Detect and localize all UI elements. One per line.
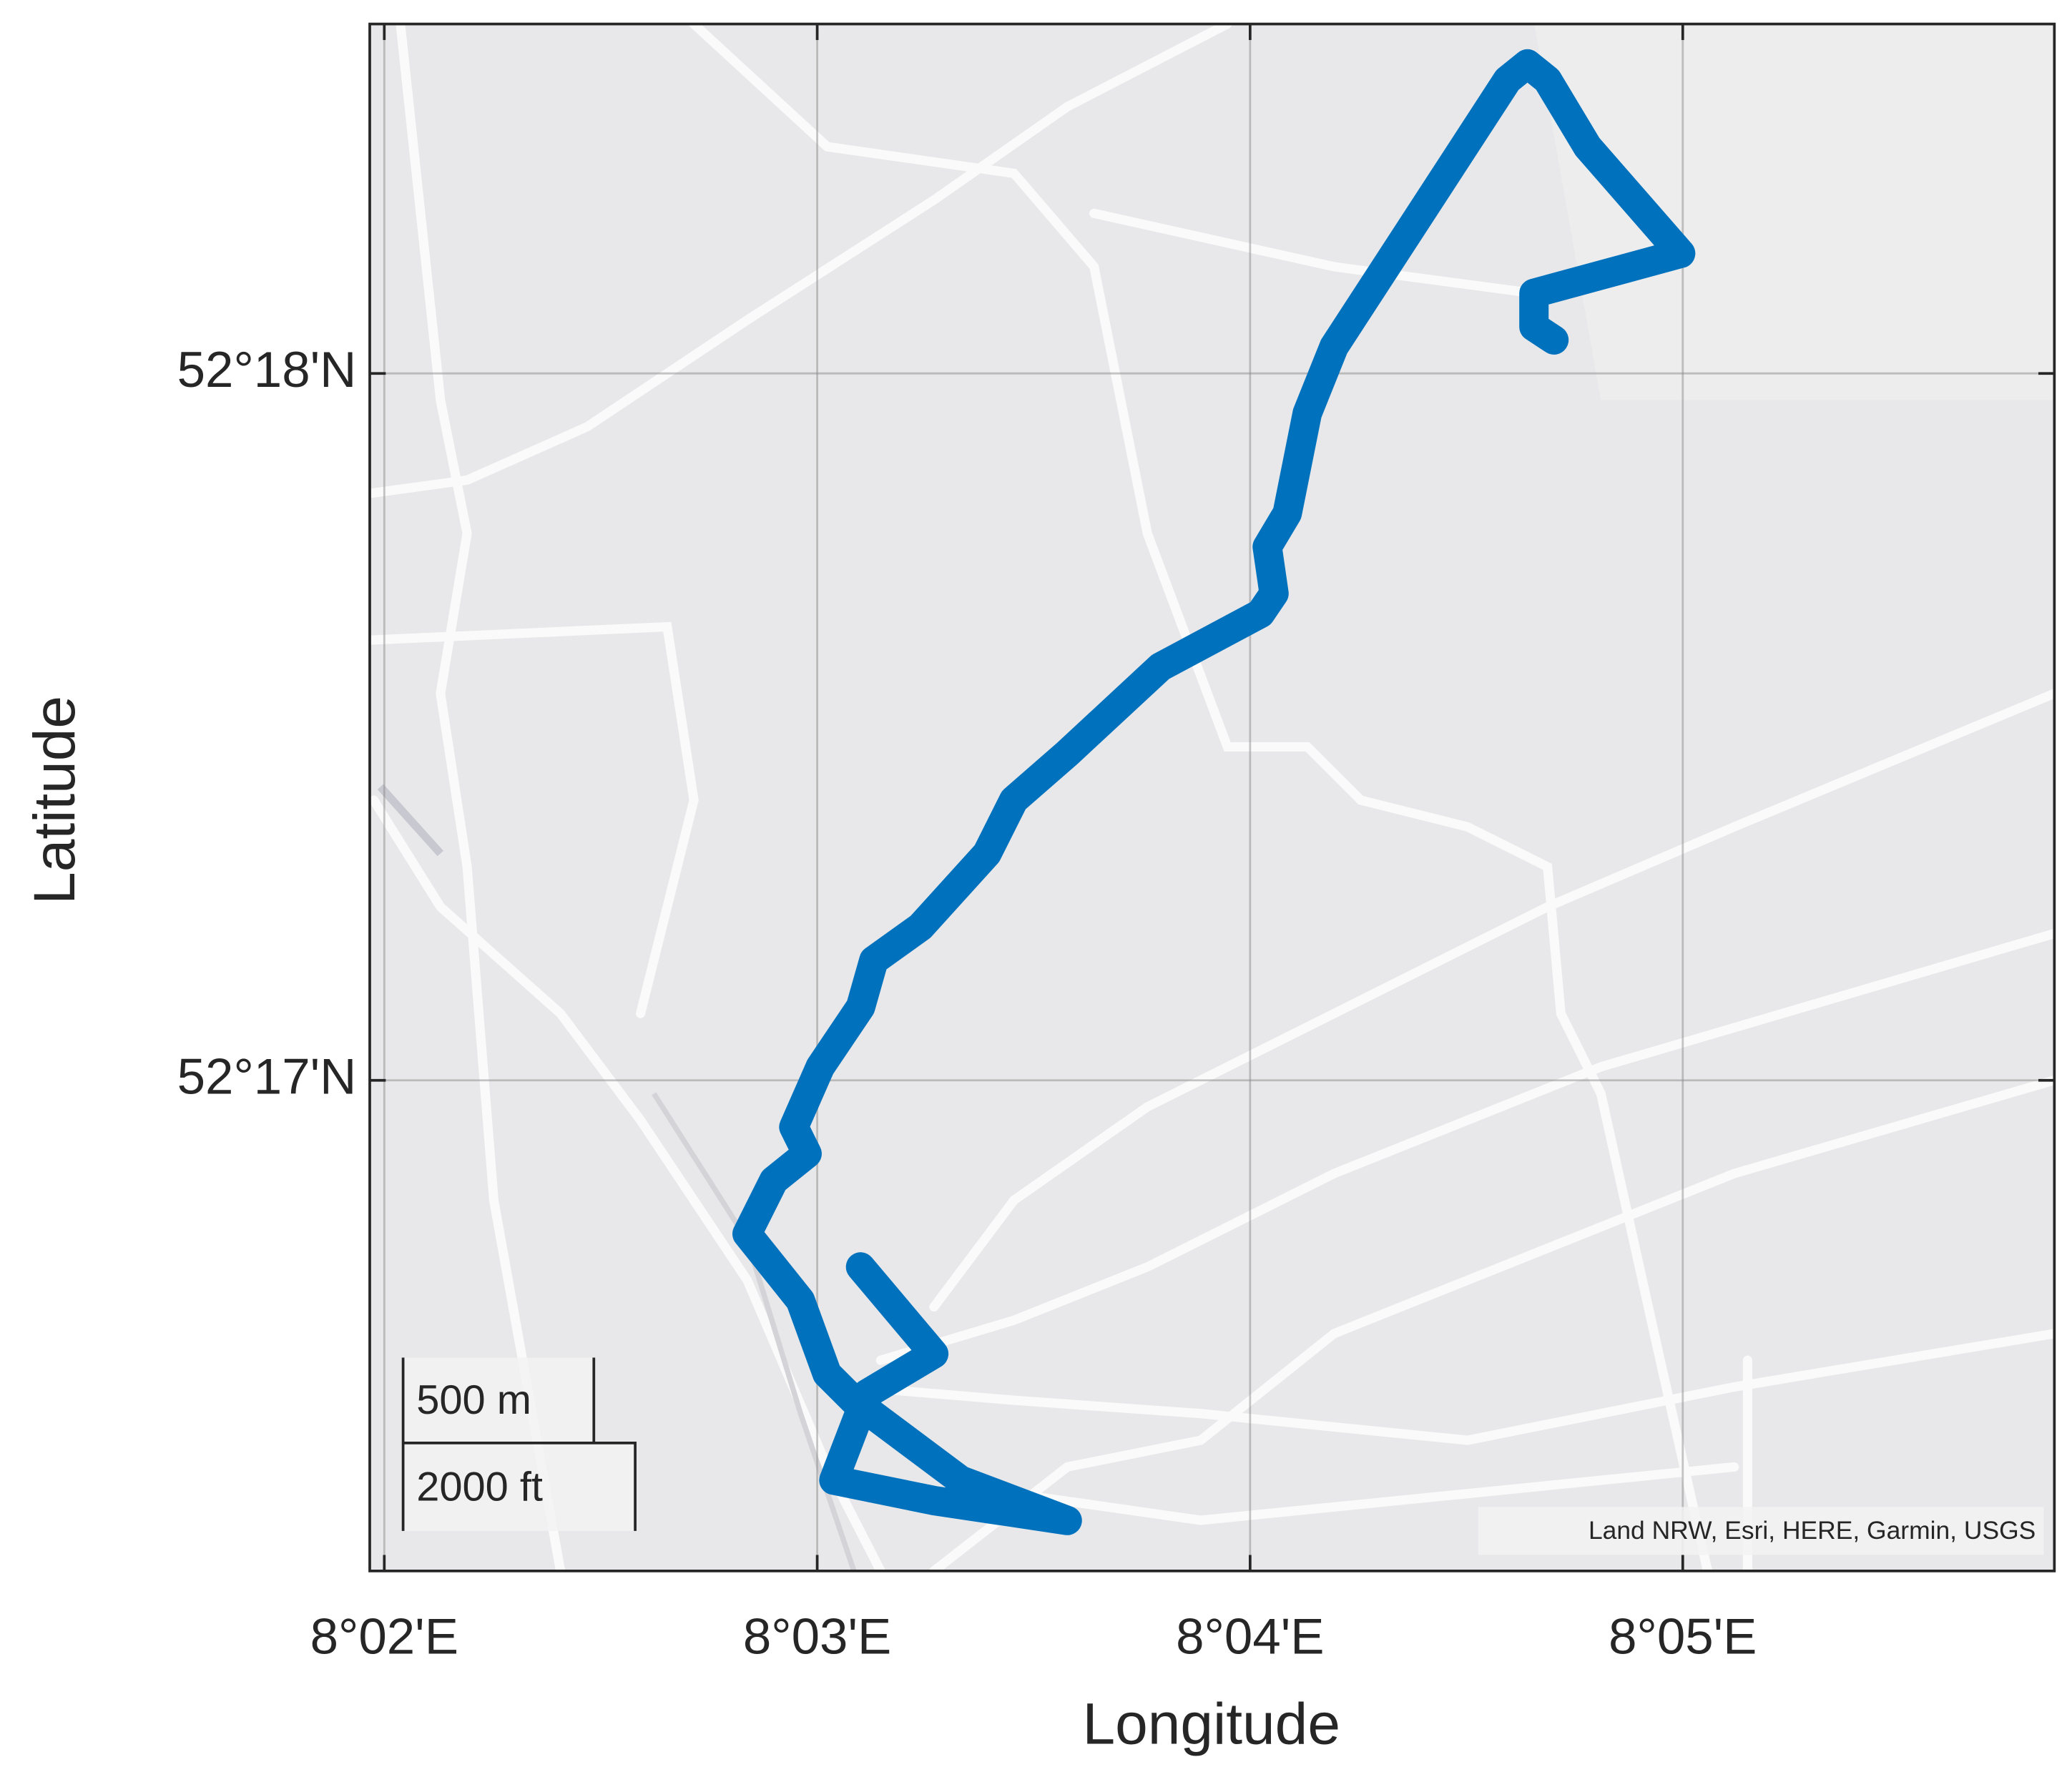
x-tick-label: 8°05'E: [1609, 1609, 1757, 1665]
scale-box: [403, 1442, 636, 1531]
y-axis-label: Latitude: [22, 696, 87, 905]
x-tick-label: 8°02'E: [310, 1609, 458, 1665]
attribution: Land NRW, Esri, HERE, Garmin, USGS: [1589, 1516, 2036, 1545]
plot-frame: [368, 22, 2056, 1572]
scale-box: [403, 1357, 594, 1443]
scale-lines: [401, 1357, 637, 1531]
grid: [369, 24, 2055, 1571]
scale-bar: 500 m 2000 ft: [401, 1357, 637, 1531]
y-tick-label: 52°18'N: [177, 342, 357, 398]
scale-label: 2000 ft: [416, 1464, 543, 1510]
attribution-box: [1478, 1507, 2044, 1555]
x-axis-label: Longitude: [1083, 1692, 1340, 1757]
y-tick-label: 52°17'N: [177, 1048, 357, 1105]
track-line: [732, 49, 1696, 1535]
x-tick-label: 8°04'E: [1176, 1609, 1324, 1665]
x-tick-label: 8°03'E: [743, 1609, 891, 1665]
scale-label: 500 m: [416, 1377, 531, 1423]
basemap: [369, 24, 2055, 1571]
